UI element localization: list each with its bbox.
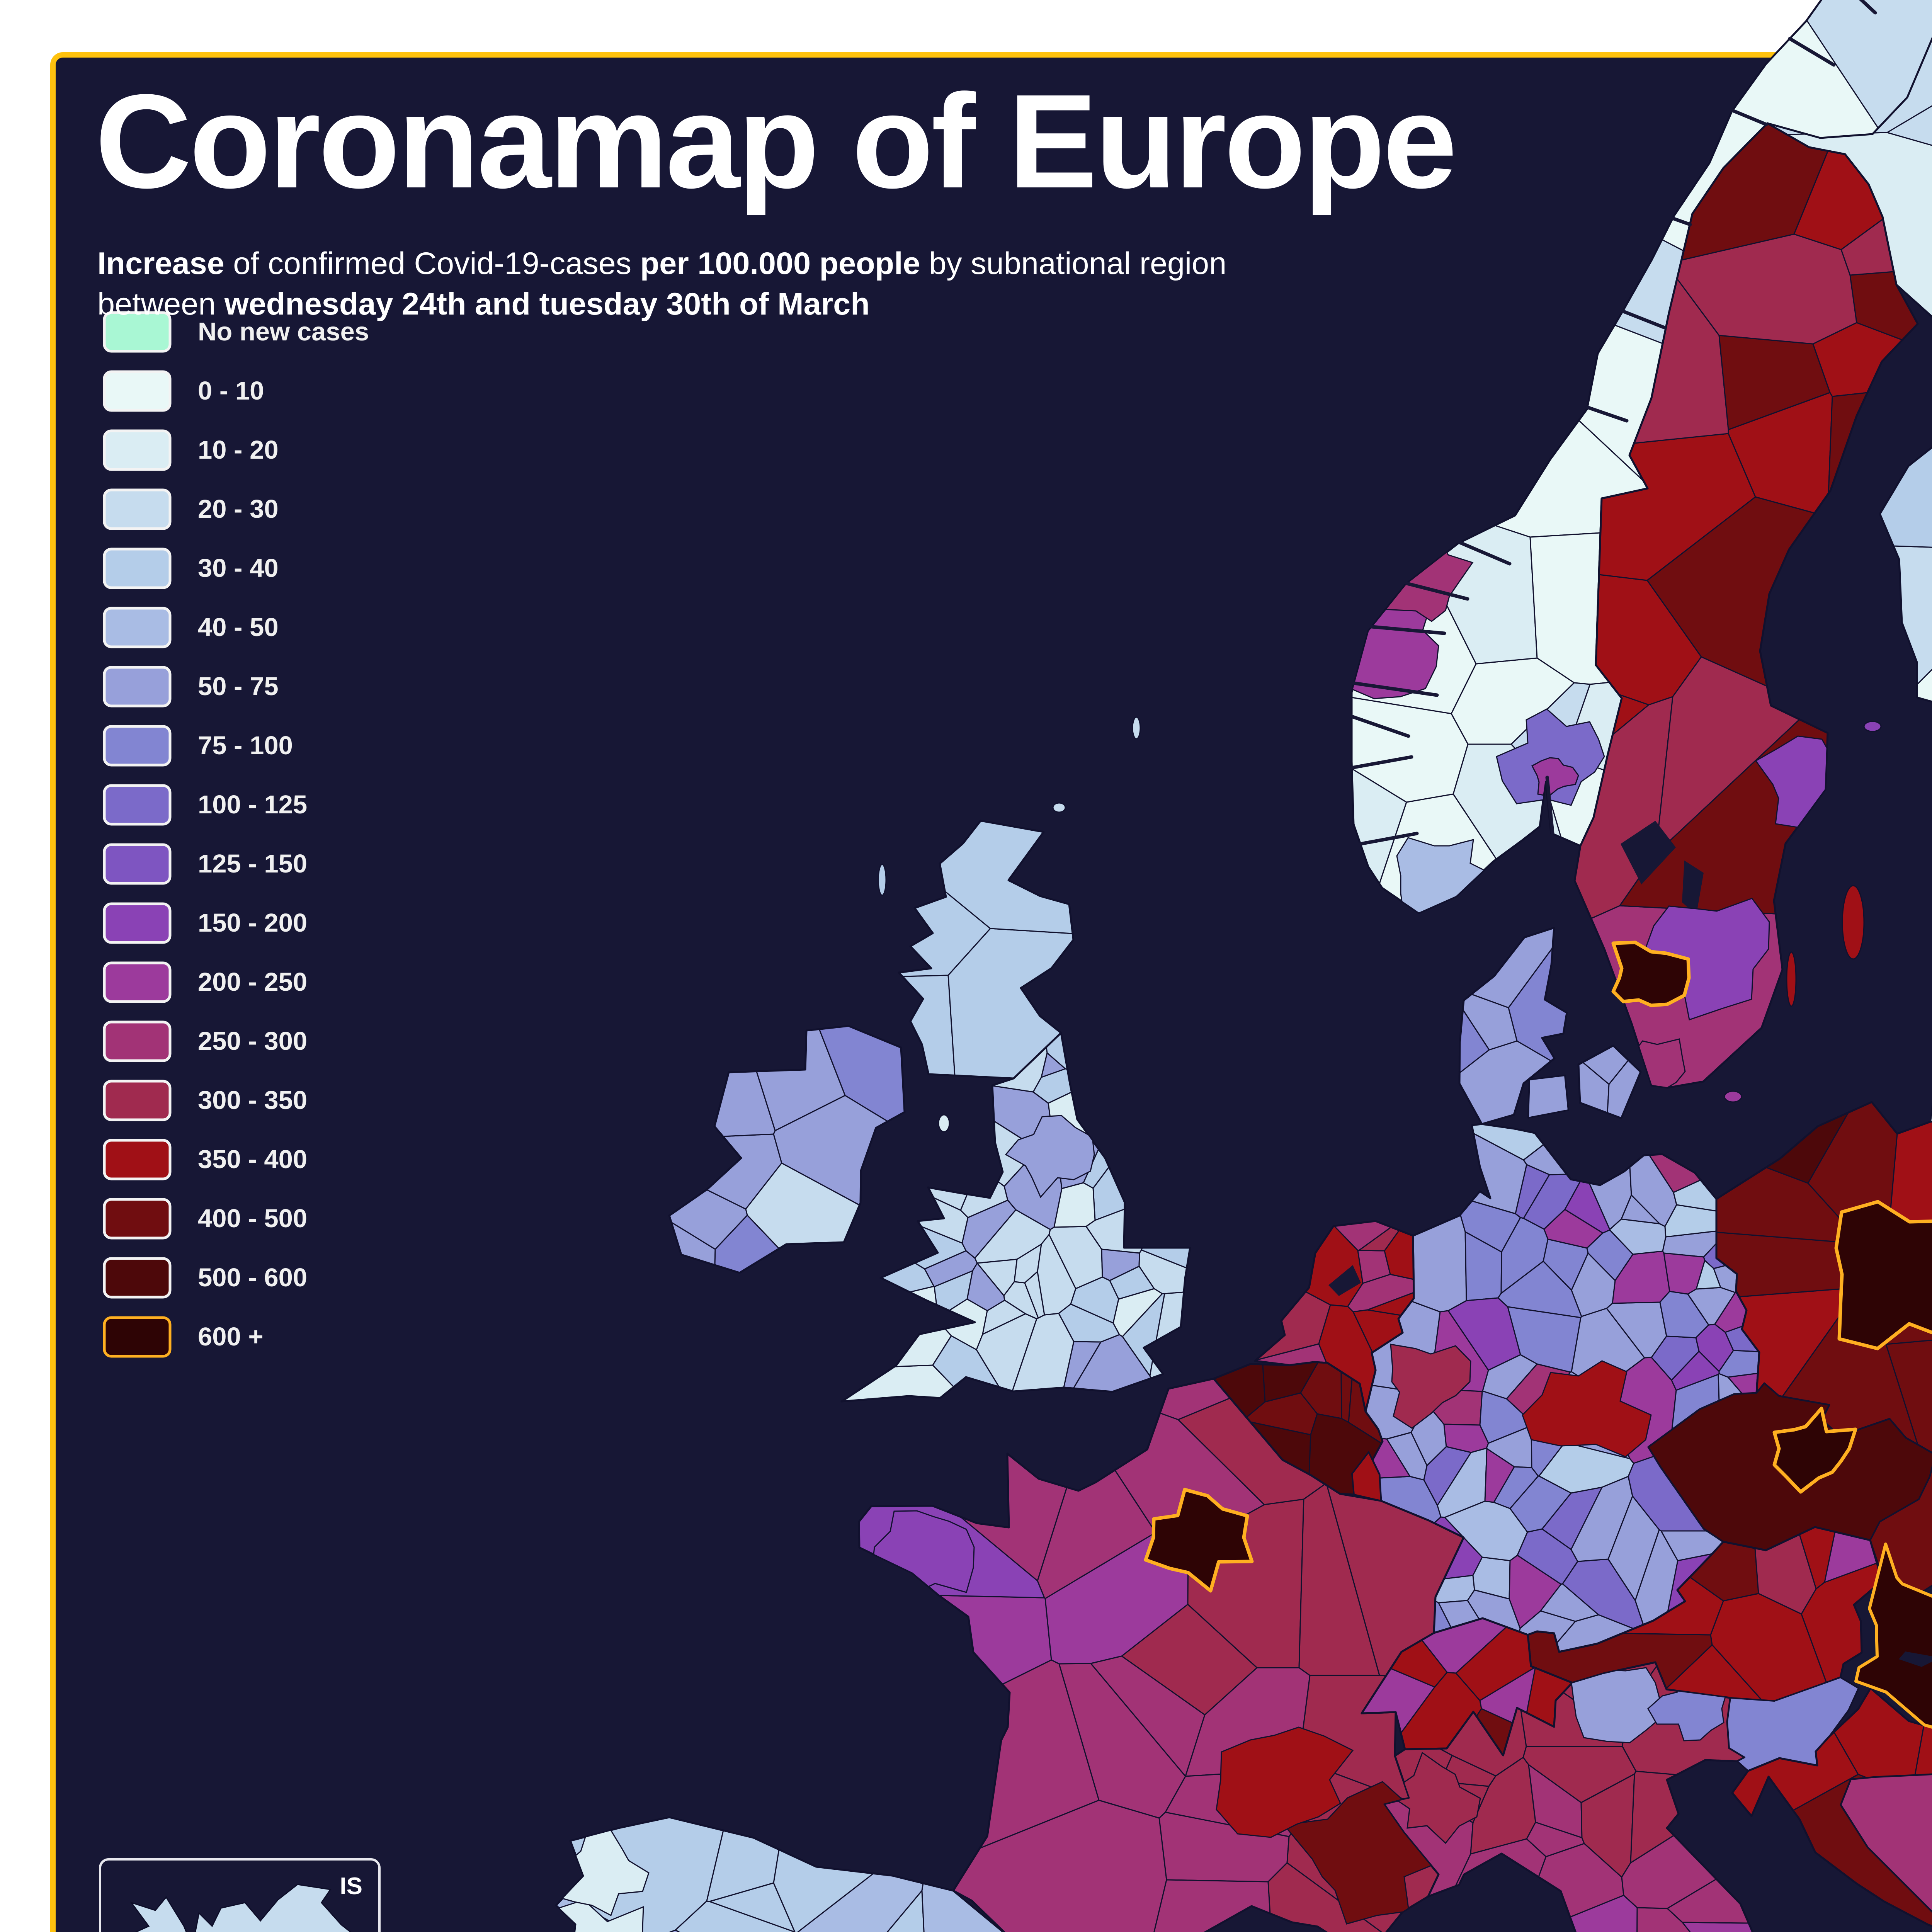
svg-text:IS: IS <box>340 1873 362 1900</box>
svg-text:50 - 75: 50 - 75 <box>198 672 279 701</box>
svg-text:125 - 150: 125 - 150 <box>198 849 307 878</box>
svg-text:40 - 50: 40 - 50 <box>198 613 279 642</box>
svg-text:500 - 600: 500 - 600 <box>198 1263 307 1292</box>
svg-text:250 - 300: 250 - 300 <box>198 1027 307 1056</box>
svg-text:No new cases: No new cases <box>198 317 369 346</box>
svg-text:350 - 400: 350 - 400 <box>198 1145 307 1174</box>
svg-text:20 - 30: 20 - 30 <box>198 495 279 524</box>
svg-text:0 - 10: 0 - 10 <box>198 376 264 405</box>
svg-text:200 - 250: 200 - 250 <box>198 968 307 997</box>
svg-text:300 - 350: 300 - 350 <box>198 1086 307 1115</box>
svg-text:400 - 500: 400 - 500 <box>198 1204 307 1233</box>
svg-text:100 - 125: 100 - 125 <box>198 790 307 819</box>
svg-text:600 +: 600 + <box>198 1322 264 1351</box>
svg-text:10 - 20: 10 - 20 <box>198 435 279 464</box>
svg-text:75 - 100: 75 - 100 <box>198 731 293 760</box>
svg-text:30 - 40: 30 - 40 <box>198 554 279 583</box>
svg-text:150 - 200: 150 - 200 <box>198 908 307 937</box>
